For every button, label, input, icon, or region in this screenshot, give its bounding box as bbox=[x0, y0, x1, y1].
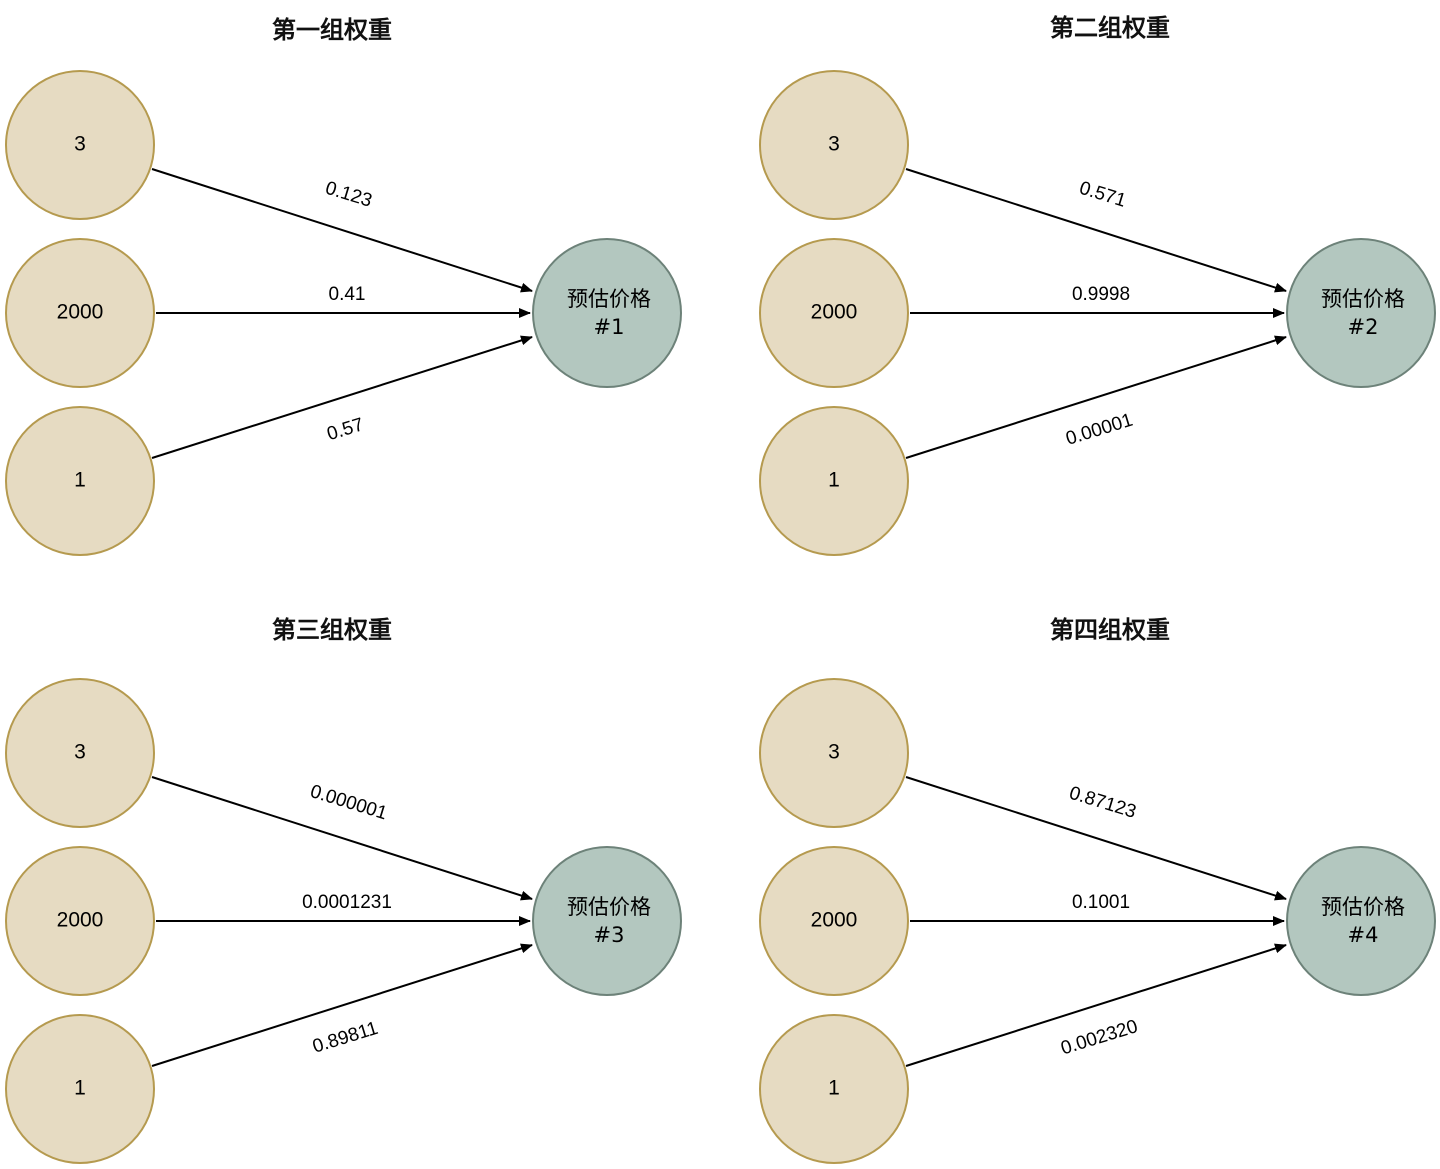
weight-label: 0.002320 bbox=[1058, 1016, 1140, 1059]
input-node-label: 3 bbox=[74, 133, 86, 156]
output-node-circle bbox=[532, 238, 682, 388]
output-node-label: 预估价格 bbox=[567, 895, 651, 919]
input-node: 2000 bbox=[759, 846, 909, 996]
panel-3: 第三组权重 3 2000 1 预估价格 #3 0.000001 0.0001231 0.8981… bbox=[5, 616, 682, 1164]
panel-title: 第三组权重 bbox=[272, 616, 392, 644]
input-node-circle bbox=[759, 238, 909, 388]
input-node-label: 2000 bbox=[57, 301, 104, 324]
input-node: 3 bbox=[759, 70, 909, 220]
input-node-circle bbox=[5, 406, 155, 556]
output-node: 预估价格 #3 bbox=[532, 846, 682, 996]
output-node-label: 预估价格 bbox=[567, 287, 651, 311]
input-node-circle bbox=[759, 1014, 909, 1164]
weight-label: 0.9998 bbox=[1072, 284, 1130, 305]
output-node-number: #1 bbox=[594, 315, 625, 339]
output-node-circle bbox=[532, 846, 682, 996]
output-node-circle bbox=[1286, 846, 1436, 996]
input-node: 3 bbox=[5, 678, 155, 828]
output-node-circle bbox=[1286, 238, 1436, 388]
input-node-label: 1 bbox=[828, 1077, 840, 1100]
weight-label: 0.41 bbox=[329, 284, 366, 305]
output-node-number: #3 bbox=[594, 923, 625, 947]
input-node-circle bbox=[759, 678, 909, 828]
input-node-label: 1 bbox=[828, 469, 840, 492]
input-node: 3 bbox=[759, 678, 909, 828]
input-node-circle bbox=[759, 70, 909, 220]
input-node: 3 bbox=[5, 70, 155, 220]
panel-2: 第二组权重 3 2000 1 预估价格 #2 0.571 0.9998 0.00001 bbox=[759, 14, 1436, 556]
weight-label: 0.123 bbox=[323, 178, 375, 212]
input-node: 2000 bbox=[5, 238, 155, 388]
output-node-number: #2 bbox=[1348, 315, 1379, 339]
input-node: 1 bbox=[5, 406, 155, 556]
weight-edge bbox=[905, 943, 1287, 1067]
input-node-circle bbox=[5, 238, 155, 388]
weight-edge bbox=[151, 335, 533, 459]
panel-1: 第一组权重 3 2000 1 预估价格 #1 0.123 0.41 0.57 bbox=[5, 16, 682, 556]
input-node-label: 2000 bbox=[811, 301, 858, 324]
input-node-circle bbox=[759, 846, 909, 996]
input-node-label: 3 bbox=[828, 133, 840, 156]
input-node: 1 bbox=[759, 1014, 909, 1164]
weight-label: 0.0001231 bbox=[302, 892, 392, 913]
input-node-circle bbox=[5, 846, 155, 996]
input-node-circle bbox=[5, 678, 155, 828]
weight-label: 0.00001 bbox=[1063, 410, 1135, 450]
input-node-label: 1 bbox=[74, 1077, 86, 1100]
panel-title: 第一组权重 bbox=[272, 16, 392, 44]
input-node-label: 1 bbox=[74, 469, 86, 492]
input-node-label: 2000 bbox=[811, 909, 858, 932]
output-node: 预估价格 #1 bbox=[532, 238, 682, 388]
input-node-circle bbox=[759, 406, 909, 556]
input-node-label: 3 bbox=[74, 741, 86, 764]
weight-label: 0.89811 bbox=[310, 1018, 380, 1058]
weight-label: 0.000001 bbox=[308, 781, 390, 824]
weight-label: 0.1001 bbox=[1072, 892, 1130, 913]
panel-title: 第二组权重 bbox=[1050, 14, 1170, 42]
output-node: 预估价格 #4 bbox=[1286, 846, 1436, 996]
weight-label: 0.87123 bbox=[1067, 783, 1139, 823]
weight-edge bbox=[151, 168, 533, 293]
input-node: 1 bbox=[759, 406, 909, 556]
input-node-circle bbox=[5, 1014, 155, 1164]
input-node-label: 3 bbox=[828, 741, 840, 764]
weight-edge bbox=[151, 776, 533, 901]
input-node: 2000 bbox=[5, 846, 155, 996]
input-node: 2000 bbox=[759, 238, 909, 388]
weight-edge bbox=[905, 776, 1287, 901]
output-node-label: 预估价格 bbox=[1321, 895, 1405, 919]
input-node-label: 2000 bbox=[57, 909, 104, 932]
output-node-number: #4 bbox=[1348, 923, 1379, 947]
input-node: 1 bbox=[5, 1014, 155, 1164]
weight-label: 0.57 bbox=[325, 414, 367, 445]
output-node: 预估价格 #2 bbox=[1286, 238, 1436, 388]
weight-edge bbox=[905, 168, 1287, 293]
weight-edge bbox=[905, 335, 1287, 459]
weight-label: 0.571 bbox=[1077, 178, 1129, 212]
input-node-circle bbox=[5, 70, 155, 220]
panel-4: 第四组权重 3 2000 1 预估价格 #4 0.87123 0.1001 0.002320 bbox=[759, 616, 1436, 1164]
output-node-label: 预估价格 bbox=[1321, 287, 1405, 311]
weight-edge bbox=[151, 943, 533, 1067]
panel-title: 第四组权重 bbox=[1050, 616, 1170, 644]
